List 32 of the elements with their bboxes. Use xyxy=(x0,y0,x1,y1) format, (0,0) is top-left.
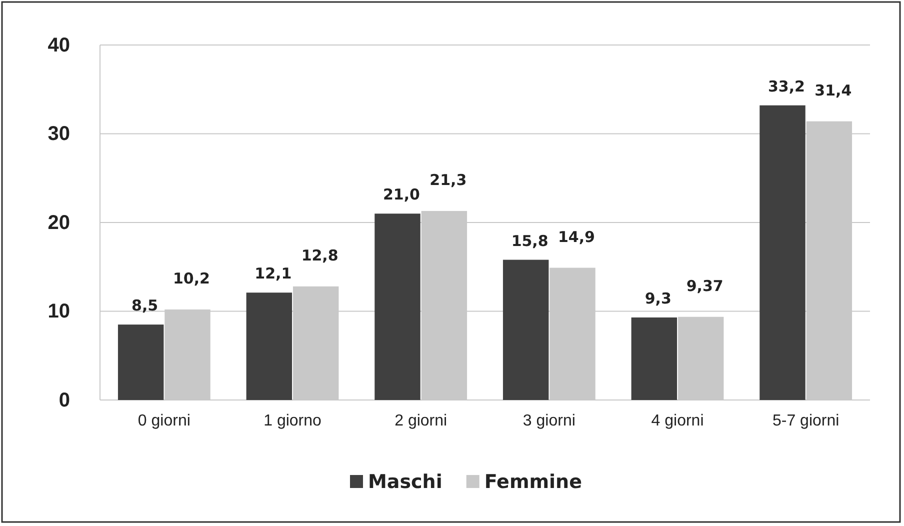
x-tick-label: 1 giorno xyxy=(264,412,322,430)
y-tick-label: 40 xyxy=(48,34,70,56)
data-label: 10,2 xyxy=(172,269,210,288)
bar xyxy=(246,292,292,400)
data-label: 33,2 xyxy=(768,77,806,96)
y-tick-label: 10 xyxy=(48,300,70,323)
x-tick-label: 0 giorni xyxy=(138,412,190,430)
data-label: 21,3 xyxy=(430,170,467,189)
data-label: 31,4 xyxy=(814,81,852,100)
data-label: 12,8 xyxy=(301,246,338,264)
legend-label: Maschi xyxy=(368,471,442,493)
x-tick-label: 4 giorni xyxy=(651,412,704,430)
data-label: 14,9 xyxy=(558,228,596,246)
bar xyxy=(631,317,678,400)
bar xyxy=(760,105,806,400)
data-label: 12,1 xyxy=(254,264,292,283)
y-tick-label: 0 xyxy=(58,389,70,412)
bar xyxy=(118,324,164,400)
legend-label: Femmine xyxy=(484,471,582,493)
y-tick-label: 20 xyxy=(48,212,70,234)
x-tick-label: 2 giorni xyxy=(394,412,448,430)
data-label: 9,37 xyxy=(686,276,724,295)
x-tick-label: 5-7 giorni xyxy=(772,412,840,430)
bar xyxy=(502,260,549,400)
data-label: 21,0 xyxy=(382,186,420,204)
bar xyxy=(374,214,420,400)
data-label: 15,8 xyxy=(511,232,548,250)
data-label: 8,5 xyxy=(132,296,158,315)
data-label: 9,3 xyxy=(644,289,672,308)
x-tick-label: 3 giorni xyxy=(522,412,576,430)
bar xyxy=(678,316,724,400)
y-tick-label: 30 xyxy=(48,123,70,146)
